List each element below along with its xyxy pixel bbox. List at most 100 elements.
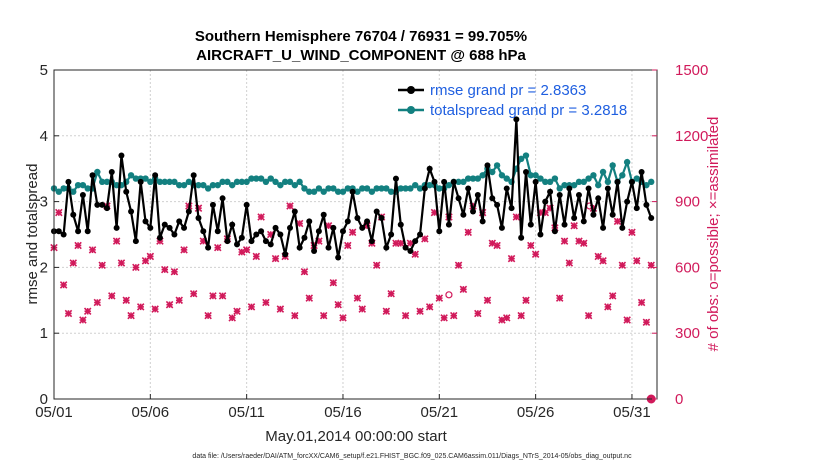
y-tick-label-left: 3 [40, 194, 48, 211]
rmse-point [243, 201, 250, 208]
obs-assimilated-marker [401, 311, 410, 320]
legend-rmse-marker [407, 86, 415, 94]
totalspread-point [253, 175, 260, 182]
totalspread-point [291, 181, 299, 189]
totalspread-point [551, 175, 559, 182]
rmse-point [441, 178, 448, 185]
totalspread-point [522, 152, 530, 159]
obs-assimilated-marker [599, 257, 607, 265]
obs-assimilated-marker [348, 228, 357, 237]
rmse-point [229, 221, 236, 228]
obs-assimilated-marker [180, 246, 188, 254]
totalspread-point [103, 178, 111, 186]
obs-assimilated-marker [136, 303, 145, 311]
totalspread-point [330, 185, 337, 192]
obs-assimilated-marker [387, 289, 395, 298]
totalspread-point [84, 185, 91, 192]
totalspread-point [407, 185, 414, 192]
y-tick-label-right: 1500 [675, 62, 708, 79]
totalspread-point [306, 188, 313, 195]
rmse-point [590, 211, 597, 218]
obs-assimilated-marker [132, 263, 140, 272]
totalspread-point [229, 181, 236, 189]
rmse-point [185, 208, 192, 215]
rmse-point [604, 185, 611, 192]
rmse-point [349, 188, 356, 195]
rmse-point [489, 195, 496, 202]
y-axis-right-label: # of obs: o=possible; ×=assimilated [705, 117, 722, 352]
x-tick-label: 05/11 [228, 404, 264, 421]
totalspread-point [570, 181, 578, 189]
rmse-point [465, 185, 472, 192]
rmse-point [161, 221, 168, 228]
totalspread-point [359, 185, 366, 192]
rmse-point [566, 185, 573, 192]
rmse-point [55, 228, 62, 235]
obs-assimilated-marker [344, 241, 352, 250]
rmse-point [609, 211, 616, 218]
rmse-point [94, 201, 101, 208]
obs-assimilated-marker [291, 311, 299, 320]
totalspread-point [503, 175, 510, 182]
rmse-point [277, 231, 284, 238]
totalspread-point [233, 178, 241, 186]
y-tick-label-left: 2 [40, 259, 48, 276]
totalspread-point [373, 185, 380, 192]
rmse-point [494, 201, 501, 208]
rmse-point [364, 218, 371, 225]
obs-assimilated-marker [608, 292, 617, 300]
x-axis-label: May.01,2014 00:00:00 start [265, 428, 447, 445]
obs-assimilated-marker [584, 311, 593, 320]
rmse-point [522, 168, 529, 175]
rmse-point [498, 224, 505, 231]
rmse-point [248, 238, 255, 245]
obs-assimilated-marker [247, 303, 256, 311]
rmse-point [431, 178, 438, 185]
obs-assimilated-marker [79, 316, 87, 324]
totalspread-point [209, 181, 217, 189]
rmse-point [335, 254, 342, 261]
totalspread-point [339, 188, 347, 195]
rmse-point [156, 234, 163, 241]
obs-assimilated-marker [252, 252, 261, 261]
totalspread-point [94, 168, 101, 176]
totalspread-point [171, 178, 178, 186]
rmse-point [147, 224, 154, 231]
totalspread-point [195, 181, 202, 189]
totalspread-point [281, 178, 289, 186]
totalspread-point [166, 178, 173, 186]
obs-assimilated-marker [334, 300, 342, 309]
totalspread-point [98, 178, 106, 186]
totalspread-point [176, 181, 183, 189]
obs-assimilated-marker [531, 250, 540, 259]
rmse-point [311, 247, 318, 254]
rmse-point [99, 201, 106, 208]
obs-assimilated-marker [233, 307, 241, 316]
obs-assimilated-marker [459, 285, 468, 294]
totalspread-point [248, 175, 255, 182]
rmse-point [412, 238, 419, 245]
totalspread-point [378, 185, 385, 192]
obs-assimilated-marker [613, 217, 622, 226]
totalspread-point [542, 178, 549, 186]
rmse-point [638, 168, 645, 175]
rmse-point [330, 224, 337, 231]
rmse-point [551, 228, 558, 235]
obs-assimilated-marker [570, 221, 578, 230]
obs-assimilated-marker [565, 259, 574, 267]
rmse-point [219, 195, 226, 202]
obs-assimilated-marker [517, 311, 525, 320]
totalspread-point [546, 178, 554, 186]
rmse-point [306, 218, 313, 225]
legend-spread-marker [407, 106, 415, 114]
obs-assimilated-marker [502, 314, 511, 322]
totalspread-point [277, 181, 284, 189]
rmse-point [282, 251, 289, 258]
totalspread-point [412, 181, 419, 189]
legend-rmse-label: rmse grand pr = 2.8363 [430, 82, 586, 99]
totalspread-point [460, 178, 467, 186]
totalspread-point [214, 181, 221, 189]
y-tick-label-left: 0 [40, 391, 48, 408]
obs-assimilated-marker [305, 294, 314, 302]
